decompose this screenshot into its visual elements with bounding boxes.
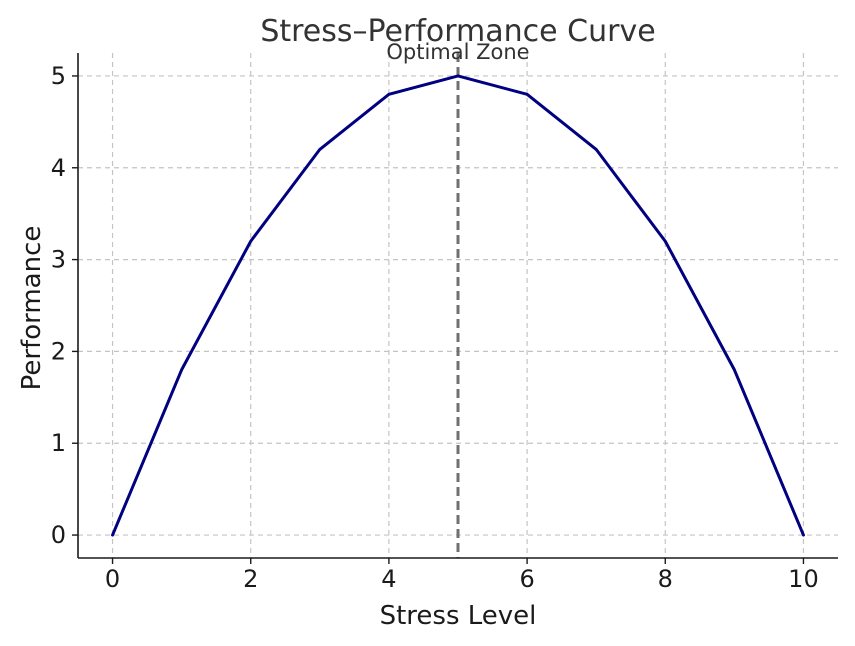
y-tick-label-0: 0 (51, 521, 66, 549)
y-tick-label-5: 5 (51, 62, 66, 90)
axes-spines (77, 53, 838, 559)
x-tick-label-5: 10 (788, 565, 819, 593)
series-group (111, 74, 805, 537)
y-tick-label-2: 2 (51, 337, 66, 365)
y-tick-label-1: 1 (51, 429, 66, 457)
x-tick-label-2: 4 (381, 565, 396, 593)
y-axis-label: Performance (17, 226, 47, 391)
x-axis-ticks: 0 2 4 6 8 10 (105, 558, 819, 593)
series-line-0 (111, 74, 805, 537)
y-axis-ticks: 0 1 2 3 4 5 (51, 62, 78, 549)
x-tick-label-4: 8 (658, 565, 673, 593)
y-tick-label-3: 3 (51, 246, 66, 274)
optimal-zone-label: Optimal Zone (386, 40, 529, 64)
chart-title: Stress–Performance Curve (260, 14, 655, 49)
y-tick-label-4: 4 (51, 154, 66, 182)
x-tick-label-1: 2 (243, 565, 258, 593)
x-tick-label-0: 0 (105, 565, 120, 593)
x-tick-label-3: 6 (519, 565, 534, 593)
x-axis-label: Stress Level (380, 601, 537, 631)
